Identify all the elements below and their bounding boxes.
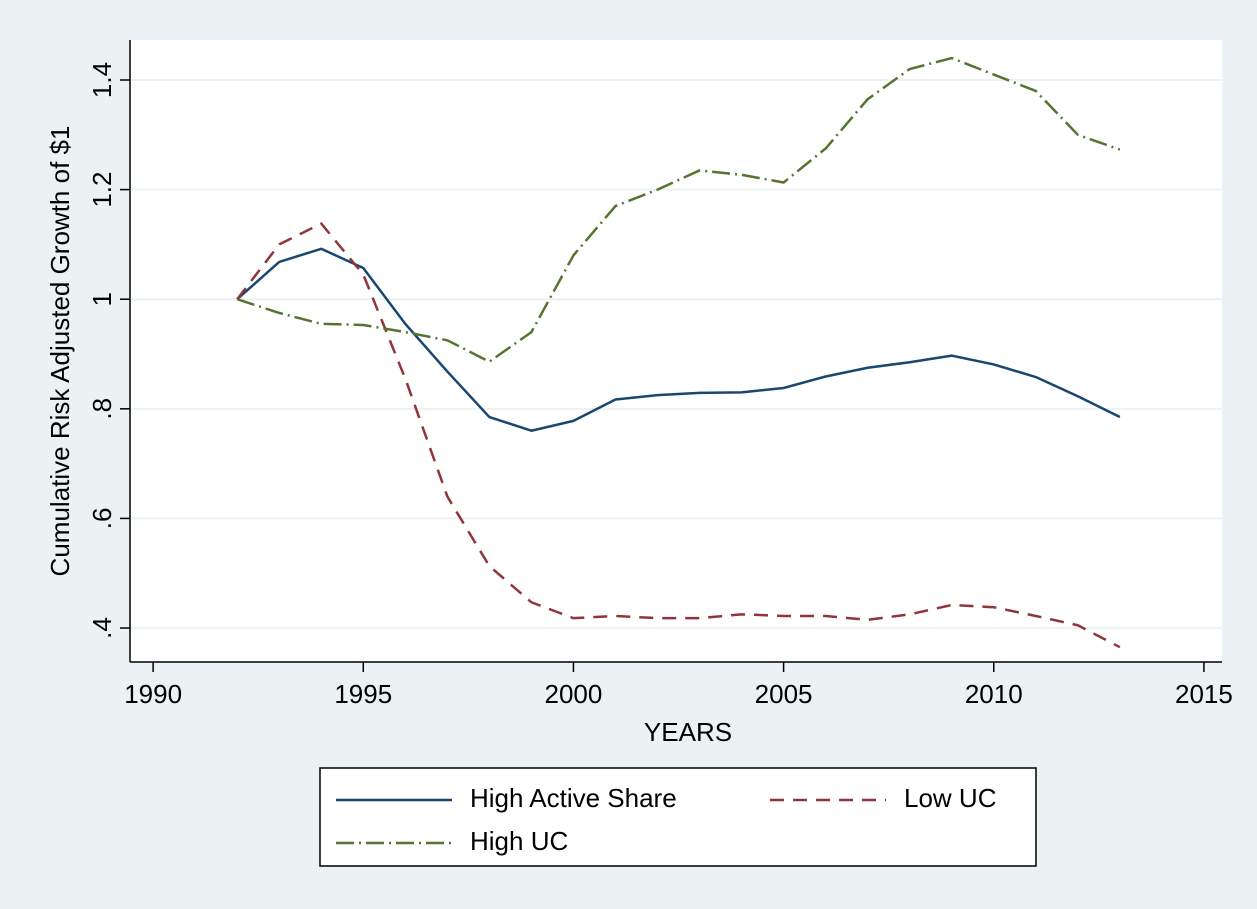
legend-label: Low UC xyxy=(904,783,996,813)
legend-label: High UC xyxy=(470,826,568,856)
x-tick-label: 2010 xyxy=(965,679,1023,709)
y-tick-label: 1 xyxy=(87,292,117,306)
x-tick-label: 2000 xyxy=(545,679,603,709)
plot-area xyxy=(130,40,1222,662)
x-tick-label: 1990 xyxy=(124,679,182,709)
legend-label: High Active Share xyxy=(470,783,677,813)
y-axis-title: Cumulative Risk Adjusted Growth of $1 xyxy=(45,126,75,577)
series-line xyxy=(236,222,1121,649)
series-line xyxy=(236,247,1121,432)
series-line xyxy=(236,56,1121,363)
y-tick-label: 1.4 xyxy=(87,62,117,98)
x-axis-title: YEARS xyxy=(644,717,732,747)
x-tick-label: 2015 xyxy=(1175,679,1233,709)
legend-box xyxy=(319,767,1037,867)
y-tick-label: .8 xyxy=(87,398,117,420)
y-tick-label: .6 xyxy=(87,508,117,530)
x-tick-label: 2005 xyxy=(755,679,813,709)
y-tick-label: 1.2 xyxy=(87,172,117,208)
x-tick-label: 1995 xyxy=(334,679,392,709)
y-tick-label: .4 xyxy=(87,617,117,639)
